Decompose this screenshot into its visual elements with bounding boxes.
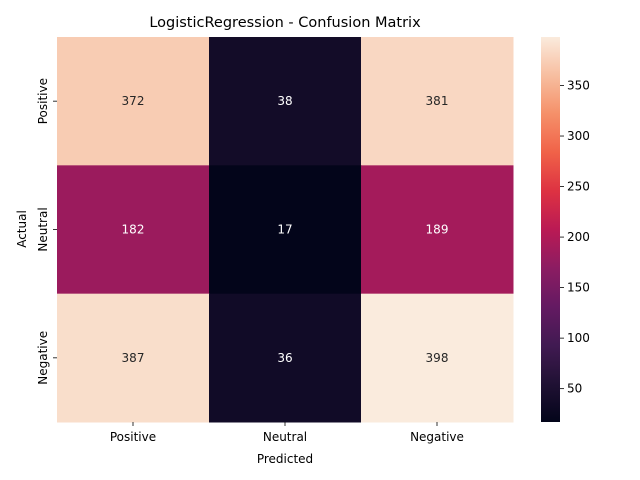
heatmap-cell — [361, 293, 514, 423]
y-axis-label: Actual — [15, 210, 29, 248]
cell-value-label: 189 — [426, 223, 449, 237]
heatmap-cell — [209, 37, 362, 166]
y-axis: Positive Neutral Negative — [36, 78, 57, 385]
heatmap-cell — [57, 293, 210, 423]
heatmap-cells: 372 38 381 182 17 189 387 36 398 — [57, 37, 514, 423]
x-tick-label: Negative — [410, 430, 464, 444]
x-axis-label: Predicted — [257, 452, 313, 466]
heatmap-cell — [361, 37, 514, 166]
colorbar-tick-label: 50 — [567, 382, 582, 396]
colorbar: 50 100 150 200 250 300 350 — [541, 37, 590, 422]
cell-value-label: 17 — [277, 223, 292, 237]
heatmap-cell — [57, 37, 210, 166]
y-tick-label: Negative — [36, 331, 50, 385]
cell-value-label: 387 — [122, 351, 145, 365]
cell-value-label: 372 — [122, 94, 145, 108]
heatmap-cell — [209, 165, 362, 295]
heatmap-cell — [209, 293, 362, 423]
chart-title: LogisticRegression - Confusion Matrix — [149, 15, 421, 31]
colorbar-tick-label: 150 — [567, 281, 590, 295]
colorbar-tick-label: 100 — [567, 331, 590, 345]
colorbar-tick-label: 200 — [567, 230, 590, 244]
cell-value-label: 36 — [277, 351, 292, 365]
x-tick-label: Neutral — [263, 430, 307, 444]
x-tick-label: Positive — [110, 430, 156, 444]
x-axis: Positive Neutral Negative — [110, 422, 464, 444]
colorbar-tick-label: 250 — [567, 180, 590, 194]
colorbar-gradient — [541, 37, 560, 422]
cell-value-label: 398 — [426, 351, 449, 365]
y-tick-label: Neutral — [36, 207, 50, 251]
colorbar-tick-label: 300 — [567, 129, 590, 143]
y-tick-label: Positive — [36, 78, 50, 124]
cell-value-label: 182 — [122, 223, 145, 237]
cell-value-label: 38 — [277, 94, 292, 108]
heatmap-cell — [361, 165, 514, 295]
heatmap-cell — [57, 165, 210, 295]
colorbar-tick-label: 350 — [567, 79, 590, 93]
cell-value-label: 381 — [426, 94, 449, 108]
